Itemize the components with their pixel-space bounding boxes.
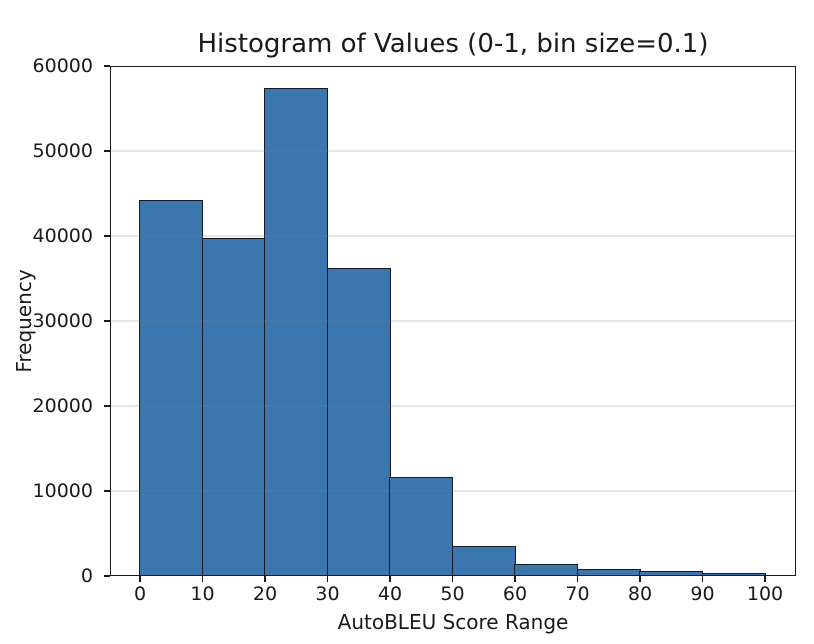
y-tick-mark bbox=[104, 65, 110, 67]
y-tick-label: 40000 bbox=[32, 225, 93, 247]
x-tick-label: 0 bbox=[133, 583, 147, 605]
x-tick-mark bbox=[201, 576, 204, 582]
y-gridline-20000 bbox=[110, 405, 796, 407]
plot-area bbox=[110, 66, 796, 576]
y-gridline-40000 bbox=[110, 235, 796, 237]
y-tick-label: 0 bbox=[80, 565, 93, 587]
y-tick-label: 30000 bbox=[32, 310, 93, 332]
x-tick-label: 70 bbox=[565, 583, 590, 605]
x-tick-label: 100 bbox=[746, 583, 784, 605]
histogram-bar-80-90 bbox=[639, 571, 704, 576]
x-tick-label: 60 bbox=[502, 583, 528, 605]
histogram-bar-40-50 bbox=[389, 477, 454, 576]
histogram-bar-30-40 bbox=[326, 268, 391, 576]
x-tick-mark bbox=[264, 576, 266, 582]
x-tick-label: 80 bbox=[627, 583, 653, 605]
x-tick-label: 40 bbox=[377, 583, 403, 605]
x-tick-mark bbox=[514, 576, 516, 582]
y-gridline-30000 bbox=[110, 320, 796, 322]
x-tick-mark bbox=[764, 576, 766, 582]
histogram-bar-20-30 bbox=[264, 88, 329, 576]
x-tick-mark bbox=[389, 576, 391, 582]
x-tick-mark bbox=[639, 576, 641, 582]
histogram-bar-90-100 bbox=[701, 573, 766, 576]
y-tick-mark bbox=[104, 405, 110, 407]
x-tick-label: 20 bbox=[252, 583, 278, 605]
y-gridline-50000 bbox=[110, 150, 796, 152]
x-tick-label: 50 bbox=[440, 583, 465, 605]
x-tick-label: 30 bbox=[315, 583, 340, 605]
y-tick-mark bbox=[104, 575, 110, 577]
y-tick-mark bbox=[104, 150, 110, 152]
x-tick-mark bbox=[701, 576, 704, 582]
histogram-bar-70-80 bbox=[576, 569, 641, 576]
y-tick-label: 50000 bbox=[32, 140, 93, 162]
histogram-bar-60-70 bbox=[514, 563, 579, 576]
x-tick-label: 10 bbox=[190, 583, 215, 605]
y-tick-mark bbox=[104, 235, 110, 237]
y-tick-label: 20000 bbox=[32, 395, 93, 417]
chart-title: Histogram of Values (0-1, bin size=0.1) bbox=[197, 29, 709, 59]
y-tick-label: 10000 bbox=[32, 480, 93, 502]
histogram-bar-10-20 bbox=[201, 237, 266, 576]
y-tick-mark bbox=[104, 320, 110, 322]
x-tick-mark bbox=[326, 576, 329, 582]
y-tick-label: 60000 bbox=[32, 55, 93, 77]
x-axis-label: AutoBLEU Score Range bbox=[337, 610, 569, 634]
histogram-bar-0-10 bbox=[139, 199, 204, 576]
histogram-bar-50-60 bbox=[451, 546, 516, 576]
x-tick-mark bbox=[139, 576, 141, 582]
x-tick-mark bbox=[451, 576, 454, 582]
x-tick-label: 90 bbox=[690, 583, 715, 605]
y-tick-mark bbox=[104, 490, 110, 492]
x-tick-mark bbox=[576, 576, 579, 582]
y-gridline-10000 bbox=[110, 490, 796, 492]
